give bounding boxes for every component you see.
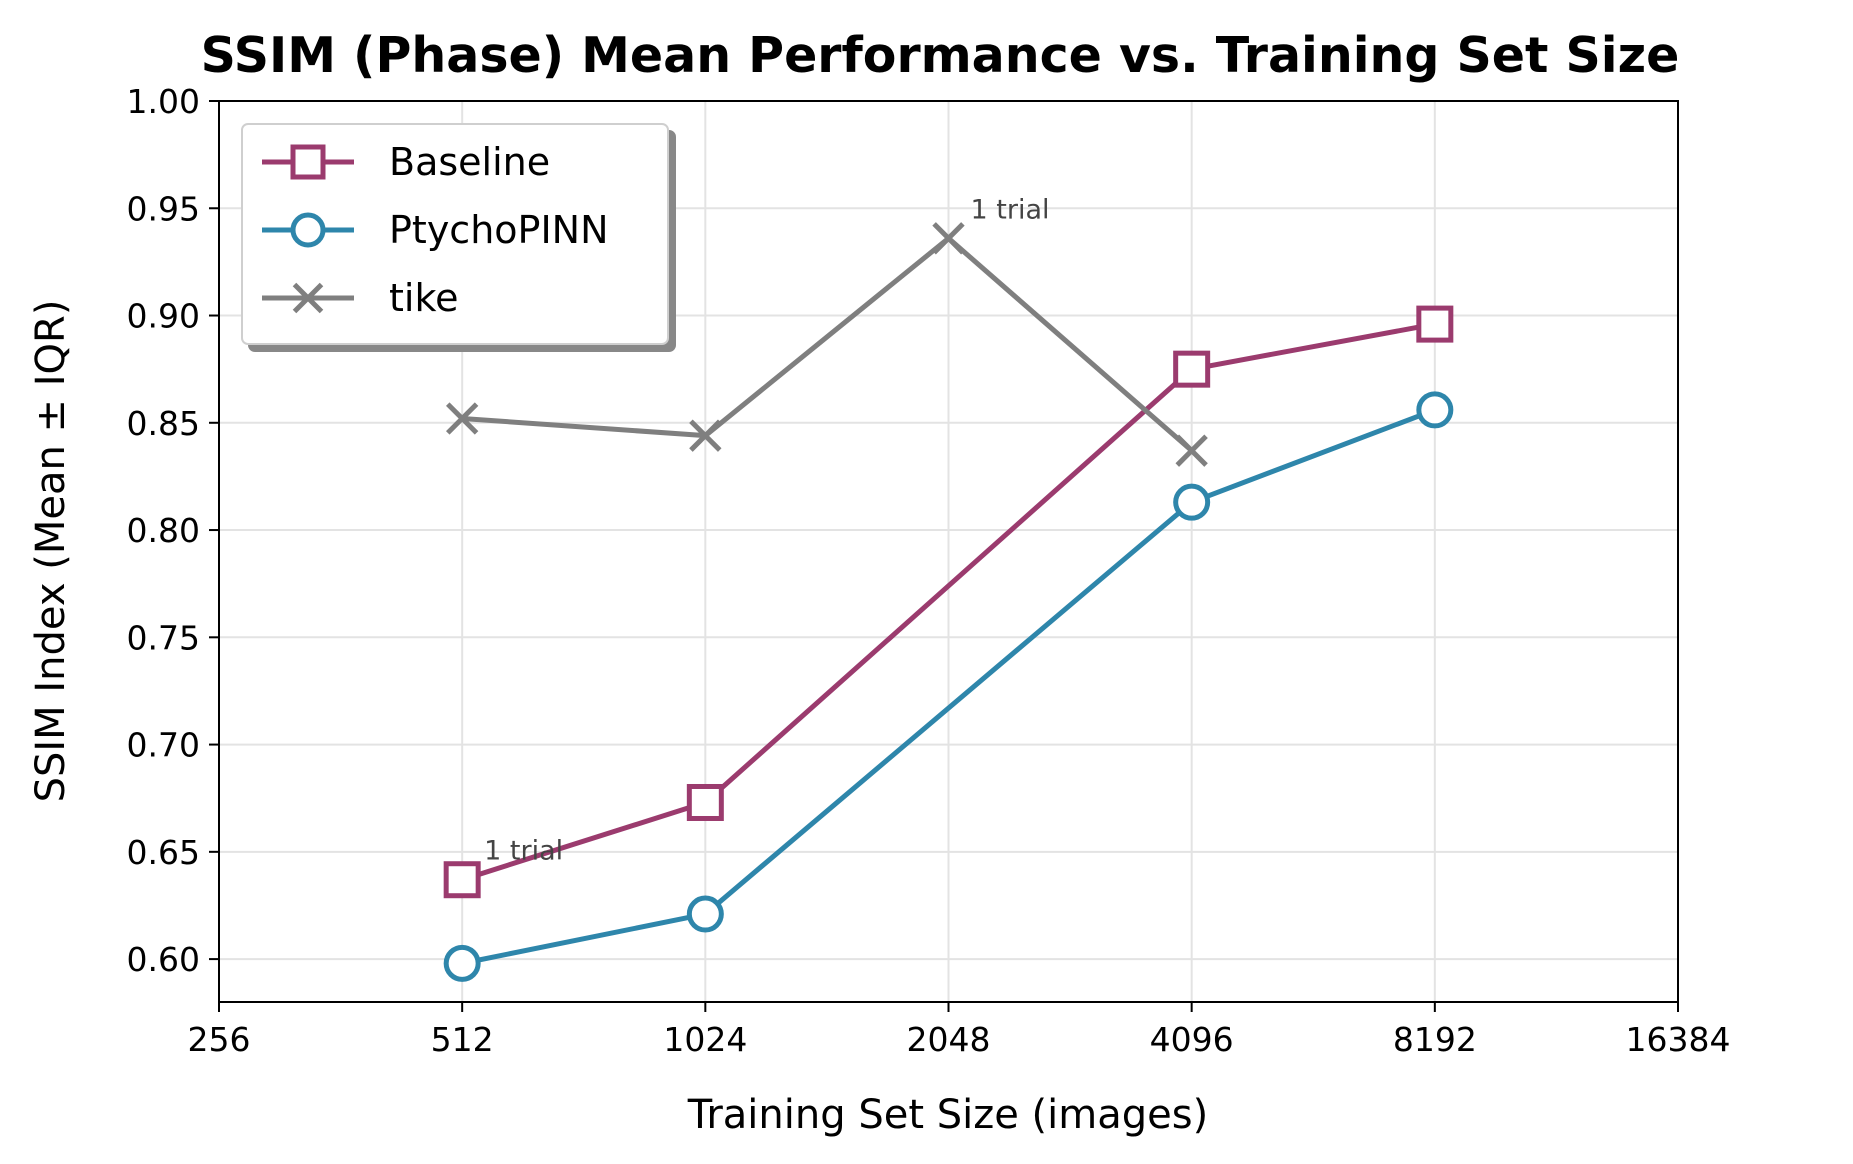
legend-item-baseline: Baseline [262, 140, 550, 184]
series-ptychopinn [443, 391, 1454, 982]
data-point-tike [445, 402, 479, 435]
y-tick-label: 0.85 [127, 404, 200, 443]
data-point-tike [1175, 434, 1208, 467]
y-tick-label: 0.80 [127, 511, 200, 550]
axis-ticks: 256 512 1024 2048 4096 8192 16384 0.60 0.65 0.70 0… [127, 82, 1731, 1059]
y-tick-label: 0.60 [127, 940, 200, 979]
y-tick-label: 0.65 [127, 833, 200, 872]
annotation-label: 1 trial [484, 836, 563, 867]
series-tike [445, 222, 1208, 467]
series-line-tike [461, 235, 1194, 453]
series-layer [443, 222, 1454, 982]
annotation-layer: 1 trial 1 trial [484, 194, 1049, 866]
data-point-ptychopinn [1416, 391, 1454, 429]
series-line-ptychopinn [461, 407, 1436, 966]
x-tick-label: 1024 [663, 1020, 747, 1059]
series-baseline [443, 305, 1454, 899]
data-point-baseline [1416, 305, 1454, 343]
marker-stroke [689, 419, 722, 452]
legend-label: tike [389, 276, 459, 320]
legend-item-tike: tike [262, 276, 459, 320]
x-tick-label: 16384 [1626, 1020, 1731, 1059]
legend-marker [292, 282, 324, 314]
legend-marker [290, 212, 326, 248]
x-tick-label: 8192 [1393, 1020, 1477, 1059]
y-axis-label: SSIM Index (Mean ± IQR) [28, 300, 74, 803]
data-point-ptychopinn [686, 895, 724, 933]
marker-stroke [445, 402, 479, 435]
x-tick-label: 256 [188, 1020, 251, 1059]
y-tick-label: 1.00 [127, 82, 200, 121]
marker-stroke [292, 282, 324, 314]
data-point-tike [689, 419, 722, 452]
y-tick-label: 0.70 [127, 726, 200, 765]
chart-title: SSIM (Phase) Mean Performance vs. Traini… [201, 27, 1680, 84]
x-axis-label: Training Set Size (images) [687, 1092, 1208, 1138]
x-tick-label: 512 [431, 1020, 494, 1059]
series-line-baseline [461, 321, 1436, 883]
data-point-baseline [1173, 350, 1211, 388]
legend-box [241, 123, 669, 345]
y-tick-label: 0.90 [127, 297, 200, 336]
data-point-ptychopinn [1173, 483, 1211, 521]
legend: Baseline PtychoPINN tike [241, 123, 676, 352]
legend-item-ptychopinn: PtychoPINN [262, 208, 609, 252]
annotation-label: 1 trial [971, 194, 1050, 225]
marker-stroke [932, 222, 965, 255]
x-tick-label: 4096 [1150, 1020, 1234, 1059]
legend-label: PtychoPINN [389, 208, 609, 252]
y-tick-label: 0.75 [127, 618, 200, 657]
legend-label: Baseline [389, 140, 550, 184]
data-point-baseline [686, 783, 724, 821]
y-tick-label: 0.95 [127, 189, 200, 228]
x-tick-label: 2048 [907, 1020, 991, 1059]
data-point-ptychopinn [443, 944, 481, 982]
data-point-baseline [443, 861, 481, 899]
data-point-tike [932, 222, 965, 255]
marker-stroke [1175, 434, 1208, 467]
legend-marker [290, 144, 326, 180]
